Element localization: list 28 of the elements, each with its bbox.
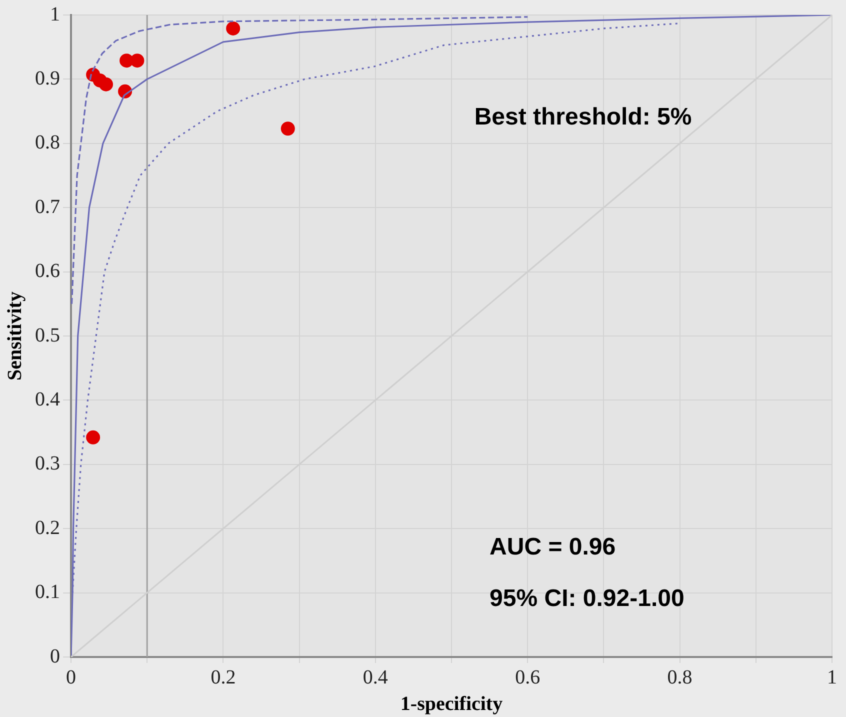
x-tick-label: 0.2 <box>210 666 236 688</box>
x-tick-label: 0.4 <box>362 666 388 688</box>
point <box>86 430 100 444</box>
y-tick-label: 0.4 <box>35 388 60 410</box>
y-tick-label: 0.9 <box>35 67 60 90</box>
point <box>130 54 144 68</box>
y-tick-label: 0.2 <box>35 516 60 539</box>
x-tick-label: 1 <box>827 666 837 688</box>
y-tick-label: 0.3 <box>35 452 60 475</box>
x-tick-label: 0.6 <box>515 666 540 688</box>
x-tick-label: 0 <box>66 666 76 688</box>
line-series <box>71 16 528 305</box>
x-tick-label: 0.8 <box>667 666 692 688</box>
point <box>280 122 295 136</box>
annotation: AUC = 0.96 <box>490 533 616 560</box>
point <box>99 77 114 92</box>
y-tick-label: 0.7 <box>35 196 60 218</box>
y-axis-title: Sensitivity <box>4 292 26 380</box>
y-tick-label: 0.1 <box>35 581 60 604</box>
y-tick-label: 1 <box>50 3 60 26</box>
point <box>226 21 240 36</box>
y-tick-label: 0.5 <box>35 324 60 346</box>
y-tick-label: 0 <box>50 645 60 668</box>
y-tick-label: 0.6 <box>35 260 60 282</box>
x-axis-title: 1-specificity <box>400 693 503 716</box>
annotation: 95% CI: 0.92-1.00 <box>490 584 684 612</box>
annotation: Best threshold: 5% <box>474 103 692 130</box>
y-tick-label: 0.8 <box>35 132 60 154</box>
